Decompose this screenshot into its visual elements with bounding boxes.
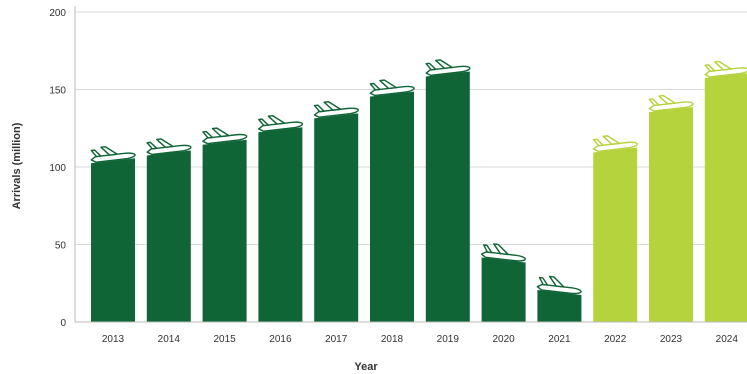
bar-2022	[593, 147, 638, 322]
y-tick-label: 150	[49, 86, 66, 97]
x-tick-label: 2016	[269, 334, 292, 345]
x-tick-label: 2013	[102, 334, 125, 345]
bar-2024	[704, 73, 747, 322]
y-tick-label: 200	[49, 8, 66, 19]
x-axis-title: Year	[354, 361, 378, 373]
x-tick-label: 2019	[437, 334, 460, 345]
x-tick-label: 2018	[381, 334, 404, 345]
x-tick-labels: 2013 2014 2015 2016 2017 2018 2019 2020 2021 2022…	[102, 334, 738, 345]
x-tick-label: 2014	[158, 334, 181, 345]
bar-2020	[481, 257, 526, 322]
y-tick-labels: 0 50 100 150 200	[49, 8, 66, 329]
x-tick-label: 2022	[604, 334, 627, 345]
x-tick-label: 2023	[660, 334, 683, 345]
bar-2021	[537, 290, 582, 322]
y-axis-title: Arrivals (million)	[11, 122, 23, 209]
bar-2018	[370, 91, 414, 323]
x-tick-label: 2017	[325, 334, 348, 345]
bar-2013	[91, 158, 135, 322]
x-tick-label: 2021	[548, 334, 571, 345]
y-tick-label: 50	[55, 241, 67, 252]
bar-2015	[202, 139, 247, 322]
x-tick-label: 2020	[492, 334, 515, 345]
bar-2023	[649, 107, 693, 323]
bar-2016	[258, 127, 303, 322]
bar-2014	[146, 150, 191, 322]
x-tick-label: 2024	[716, 334, 739, 345]
bar-2019	[425, 71, 470, 322]
y-tick-label: 0	[60, 318, 66, 329]
x-tick-label: 2015	[213, 334, 236, 345]
bar-2017	[314, 113, 359, 322]
y-tick-label: 100	[49, 163, 66, 174]
bars	[91, 71, 747, 323]
